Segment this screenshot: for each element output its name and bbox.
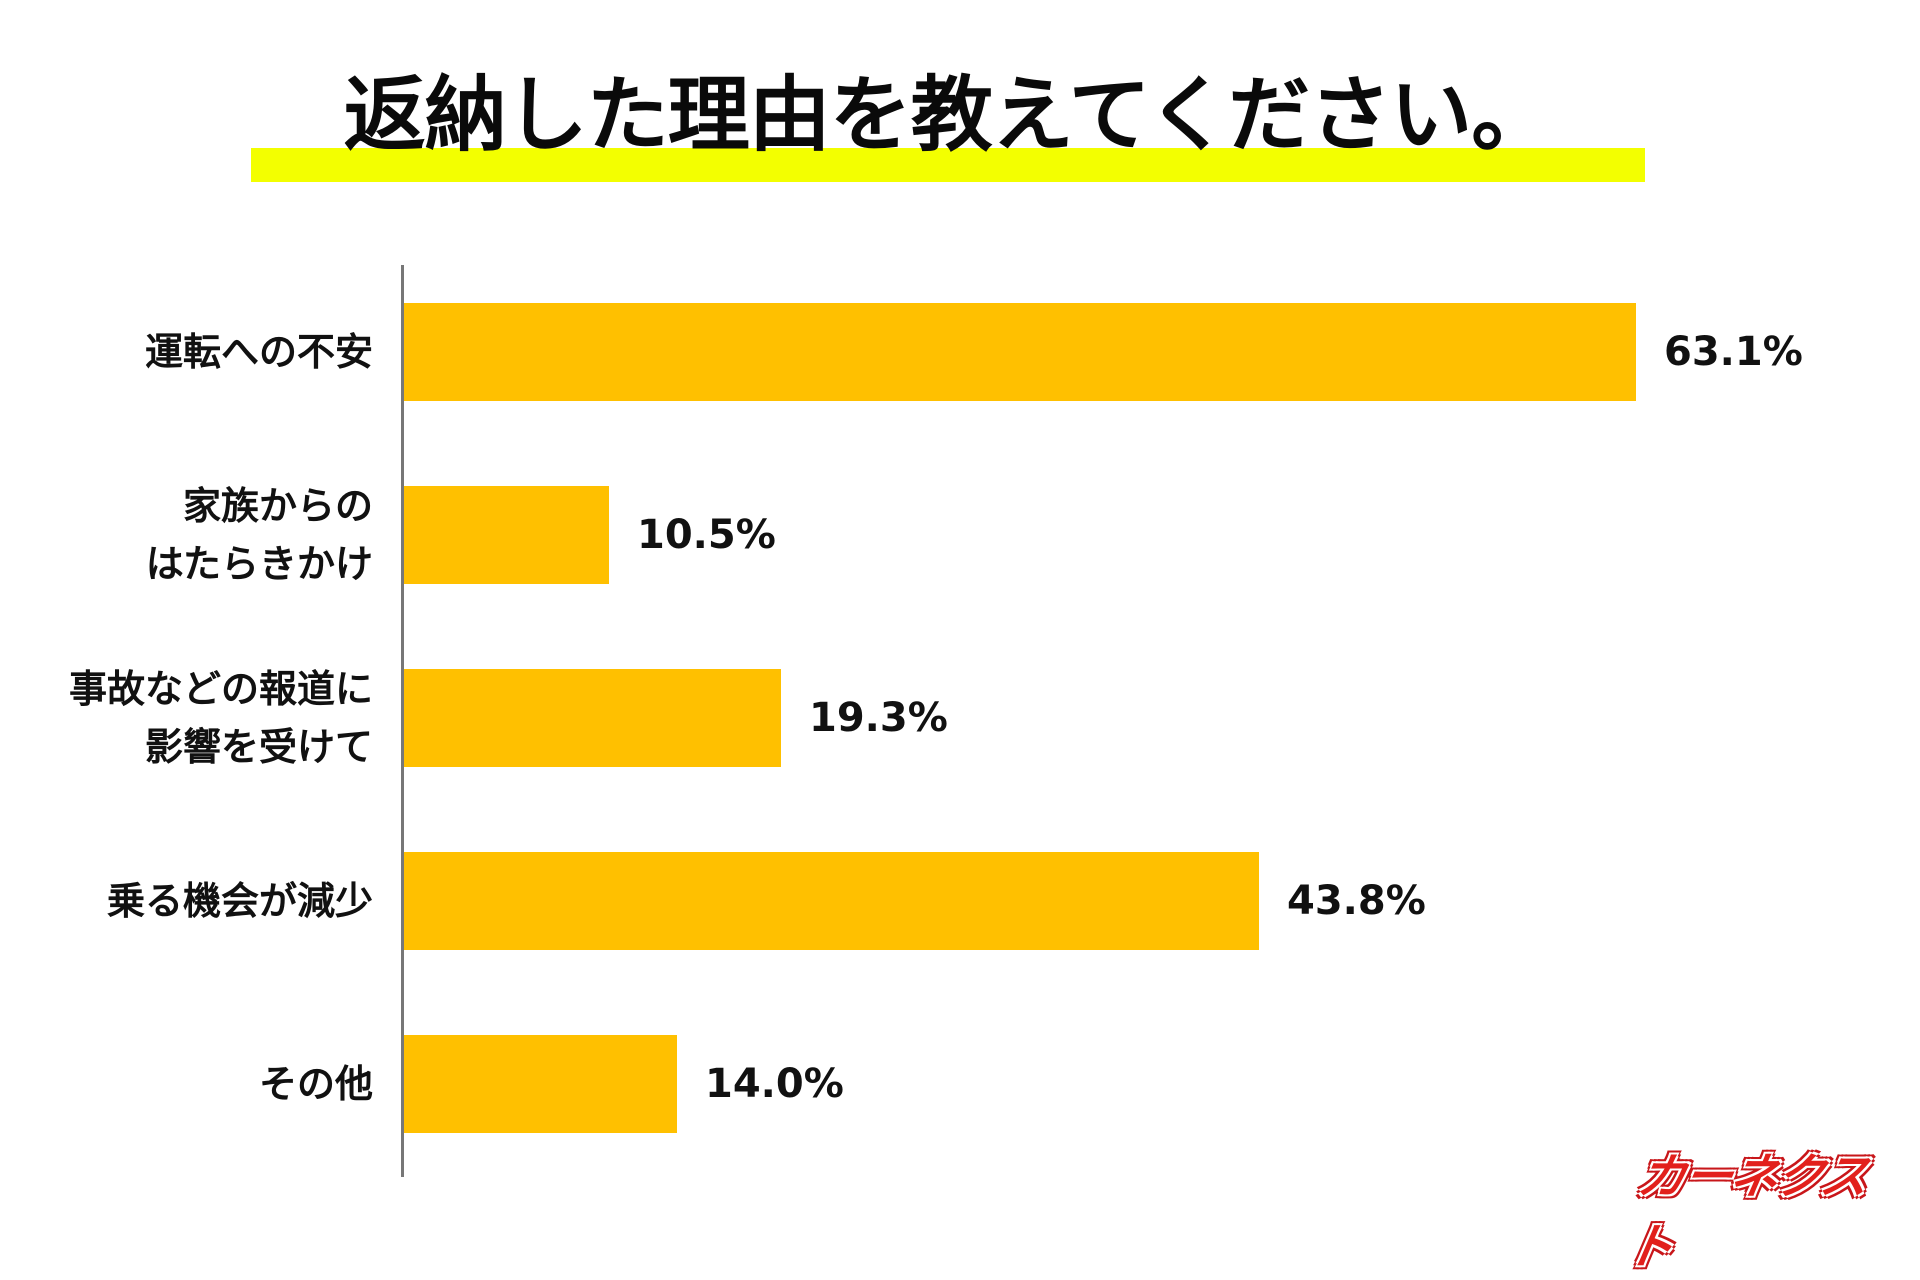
bar-row: 家族からの はたらきかけ 10.5% (0, 484, 1920, 586)
brand-logo: カーネクスト (1621, 1149, 1872, 1275)
category-label-line: 運転への不安 (144, 330, 373, 374)
category-label: 乗る機会が減少 (107, 852, 373, 950)
category-label: 家族からの はたらきかけ (146, 484, 373, 586)
category-label-line: 影響を受けて (144, 725, 373, 769)
value-label: 19.3% (809, 695, 948, 741)
category-label-line: その他 (258, 1062, 373, 1106)
bar-row: 運転への不安 63.1% (0, 303, 1920, 401)
category-label-line: 家族からの (182, 484, 373, 528)
value-label: 43.8% (1287, 878, 1426, 924)
category-label: 事故などの報道に 影響を受けて (69, 667, 373, 769)
value-label: 14.0% (705, 1061, 844, 1107)
category-label-line: 事故などの報道に (68, 667, 373, 711)
y-axis-line (401, 265, 404, 1177)
bar (404, 852, 1259, 950)
bar (404, 669, 781, 767)
category-label-line: 乗る機会が減少 (106, 879, 373, 923)
bar-row: 事故などの報道に 影響を受けて 19.3% (0, 667, 1920, 769)
bar (404, 1035, 677, 1133)
category-label-line: はたらきかけ (145, 542, 373, 586)
bar-row: 乗る機会が減少 43.8% (0, 852, 1920, 950)
category-label: 運転への不安 (145, 303, 373, 401)
bar-row: その他 14.0% (0, 1035, 1920, 1133)
chart-title: 返納した理由を教えてください。 (343, 68, 1553, 163)
title-highlight-bar (251, 148, 1645, 182)
value-label: 10.5% (637, 512, 776, 558)
value-label: 63.1% (1664, 329, 1803, 375)
bar (404, 303, 1636, 401)
bar (404, 486, 609, 584)
category-label: その他 (259, 1035, 373, 1133)
